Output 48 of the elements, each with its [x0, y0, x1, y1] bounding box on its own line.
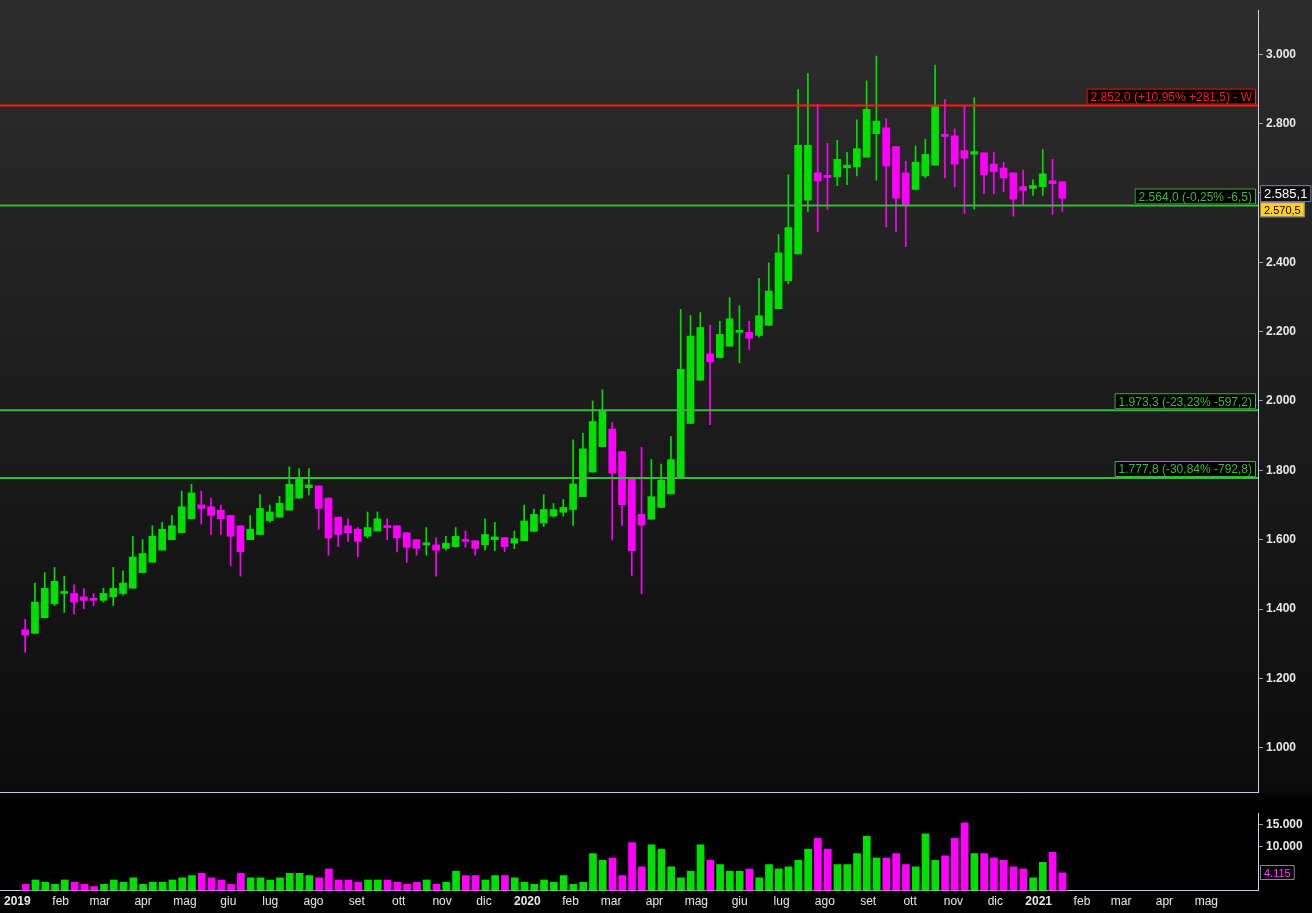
- y-tick-label: 15.000: [1266, 816, 1304, 831]
- y-tick-label: 2.000: [1266, 393, 1297, 408]
- x-tick-label: dic: [476, 894, 492, 909]
- x-tick-label: ago: [303, 894, 324, 909]
- x-tick-label: mar: [600, 894, 622, 909]
- x-tick-label: feb: [52, 894, 70, 909]
- y-tick-label: 1.600: [1266, 531, 1297, 546]
- x-tick-label: nov: [432, 894, 452, 909]
- y-tick-label: 2.400: [1266, 254, 1297, 269]
- x-tick-label: ott: [392, 894, 407, 909]
- text: 4.115: [1264, 866, 1291, 879]
- ref-line-label: 1.973,3 (-23,23% -597,2): [1118, 394, 1252, 409]
- x-tick-label: mag: [684, 894, 709, 909]
- x-tick-label: mar: [1110, 894, 1132, 909]
- x-tick-label: 2020: [513, 894, 541, 909]
- x-tick-label: lug: [773, 894, 790, 909]
- ref-line-label: 2.564,0 (-0,25% -6,5): [1138, 189, 1253, 204]
- text: 2.570,5: [1264, 203, 1301, 216]
- x-tick-label: apr: [1155, 894, 1174, 909]
- x-tick-label: mag: [1194, 894, 1218, 909]
- x-tick-label: set: [348, 894, 366, 909]
- x-tick-label: mar: [89, 894, 111, 909]
- ref-line-label: 2.852,0 (+10,95% +281,5) - W: [1090, 89, 1253, 104]
- y-tick-label: 1.400: [1266, 601, 1297, 616]
- text: 2.585,1: [1264, 186, 1308, 202]
- x-tick-label: dic: [987, 894, 1004, 909]
- x-tick-label: feb: [1073, 894, 1091, 909]
- x-tick-label: ago: [814, 894, 836, 909]
- x-tick-label: apr: [134, 894, 152, 909]
- y-tick-label: 1.000: [1266, 740, 1297, 755]
- x-tick-label: nov: [943, 894, 964, 909]
- y-tick-label: 2.800: [1266, 115, 1297, 130]
- x-tick-label: lug: [262, 894, 279, 909]
- y-tick-label: 2.200: [1266, 323, 1297, 338]
- x-tick-label: feb: [562, 894, 580, 909]
- x-tick-label: set: [860, 894, 877, 909]
- y-tick-label: 1.200: [1266, 670, 1297, 685]
- y-tick-label: 10.000: [1266, 838, 1304, 853]
- x-tick-label: giu: [220, 894, 237, 909]
- x-tick-label: ott: [903, 894, 918, 909]
- ref-line-label: 1.777,8 (-30,84% -792,8): [1118, 462, 1252, 477]
- x-tick-label: 2021: [1025, 894, 1053, 909]
- x-tick-label: 2019: [4, 894, 32, 909]
- x-tick-label: giu: [731, 894, 748, 909]
- y-tick-label: 1.800: [1266, 462, 1297, 477]
- y-tick-label: 3.000: [1266, 46, 1297, 61]
- x-tick-label: apr: [645, 894, 664, 909]
- x-tick-label: mag: [173, 894, 197, 909]
